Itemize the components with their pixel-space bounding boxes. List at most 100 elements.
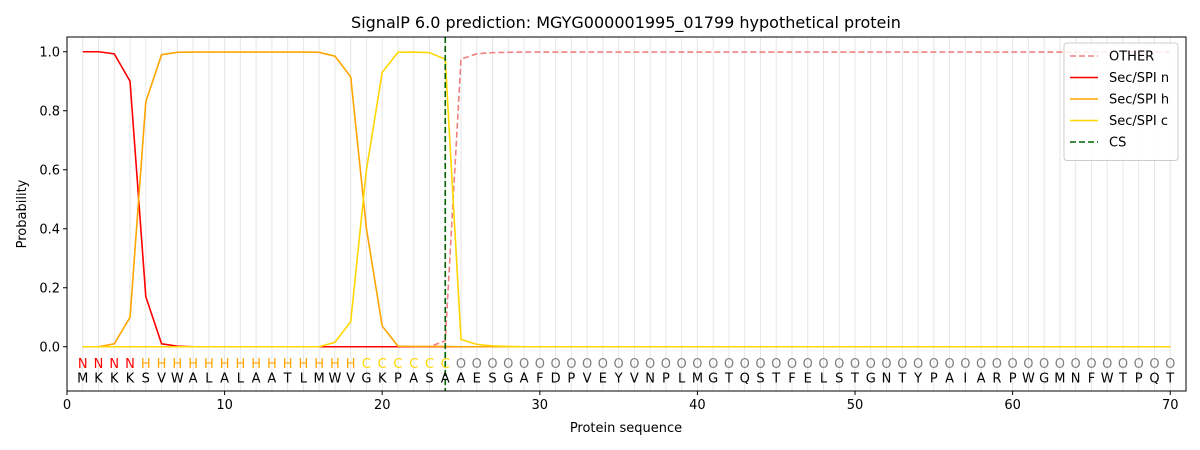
region-label: H	[330, 357, 340, 372]
amino-acid-label: F	[1088, 372, 1095, 387]
y-axis-ticks: 0.0 0.2 0.4 0.6 0.8 1.0	[39, 45, 67, 355]
region-label: O	[881, 357, 891, 372]
region-label: O	[755, 357, 765, 372]
x-tick-label: 10	[216, 398, 233, 413]
amino-acid-label: G	[503, 372, 513, 387]
region-label: O	[456, 357, 466, 372]
region-label: H	[299, 357, 309, 372]
region-label: N	[125, 357, 135, 372]
region-label: O	[1134, 357, 1144, 372]
plot-frame	[66, 36, 1187, 392]
region-label: H	[314, 357, 324, 372]
amino-acid-label: A	[409, 372, 418, 387]
region-label: O	[614, 357, 624, 372]
amino-acid-label: I	[963, 372, 967, 387]
region-label: O	[787, 357, 797, 372]
amino-acid-label: E	[473, 372, 481, 387]
amino-acid-label: M	[692, 372, 703, 387]
amino-acid-label: P	[394, 372, 402, 387]
amino-acid-label: N	[882, 372, 892, 387]
region-label: C	[378, 357, 387, 372]
amino-acid-label: T	[771, 372, 780, 387]
amino-acid-label: V	[346, 372, 355, 387]
x-axis-ticks: 0 10 20 30 40 50 60 70	[63, 391, 1179, 413]
legend-entry-label: Sec/SPI h	[1109, 93, 1169, 108]
amino-acid-label: T	[1118, 372, 1127, 387]
amino-acid-label: A	[441, 372, 450, 387]
region-label: O	[692, 357, 702, 372]
region-label: O	[740, 357, 750, 372]
region-label: O	[708, 357, 718, 372]
amino-acid-label: F	[788, 372, 795, 387]
amino-acid-label: N	[645, 372, 655, 387]
amino-acid-label: M	[314, 372, 325, 387]
region-label: O	[472, 357, 482, 372]
region-label: O	[550, 357, 560, 372]
amino-acid-label: L	[237, 372, 245, 387]
region-label: H	[172, 357, 182, 372]
amino-acid-label: A	[252, 372, 261, 387]
amino-acid-label: Y	[913, 372, 922, 387]
region-label: O	[818, 357, 828, 372]
x-axis-label: Protein sequence	[570, 421, 682, 436]
amino-acid-label: S	[142, 372, 150, 387]
amino-acid-label: A	[945, 372, 954, 387]
amino-acid-label: G	[708, 372, 718, 387]
amino-acid-label: M	[1054, 372, 1065, 387]
region-label: O	[834, 357, 844, 372]
chart-title: SignalP 6.0 prediction: MGYG000001995_01…	[351, 13, 901, 33]
amino-acid-label: P	[662, 372, 670, 387]
region-label: H	[346, 357, 356, 372]
amino-acid-label: K	[378, 372, 387, 387]
amino-acid-label: F	[536, 372, 543, 387]
region-label: O	[944, 357, 954, 372]
region-label: H	[188, 357, 198, 372]
region-label: H	[283, 357, 293, 372]
amino-acid-label: G	[361, 372, 371, 387]
amino-acid-label: T	[850, 372, 859, 387]
amino-acid-label: S	[425, 372, 433, 387]
amino-acid-label: K	[126, 372, 135, 387]
amino-acid-label: L	[678, 372, 686, 387]
region-label: O	[976, 357, 986, 372]
amino-acid-label: E	[599, 372, 607, 387]
region-label: O	[1039, 357, 1049, 372]
amino-acid-label: T	[1165, 372, 1174, 387]
amino-acid-label: K	[94, 372, 103, 387]
x-tick-label: 20	[374, 398, 391, 413]
amino-acid-label: S	[488, 372, 496, 387]
region-label: O	[582, 357, 592, 372]
y-tick-label: 0.2	[39, 281, 60, 296]
region-label: O	[629, 357, 639, 372]
legend-entry-label: Sec/SPI n	[1109, 71, 1169, 86]
region-label: O	[519, 357, 529, 372]
region-label: O	[960, 357, 970, 372]
amino-acid-label: S	[835, 372, 843, 387]
region-label: O	[566, 357, 576, 372]
region-label: O	[1118, 357, 1128, 372]
region-label: C	[362, 357, 371, 372]
amino-acid-label: A	[520, 372, 529, 387]
region-label: H	[251, 357, 261, 372]
region-label: C	[409, 357, 418, 372]
region-label: O	[661, 357, 671, 372]
amino-acid-label: Q	[740, 372, 750, 387]
region-label: H	[235, 357, 245, 372]
region-label: O	[1165, 357, 1175, 372]
amino-acid-label: L	[300, 372, 308, 387]
amino-acid-label: D	[551, 372, 561, 387]
amino-acid-label: A	[267, 372, 276, 387]
region-label: H	[267, 357, 277, 372]
region-label: O	[645, 357, 655, 372]
region-label: O	[535, 357, 545, 372]
series-lines	[82, 37, 1171, 391]
region-label: O	[724, 357, 734, 372]
region-label: O	[850, 357, 860, 372]
amino-acid-label: E	[804, 372, 812, 387]
region-label: N	[109, 357, 119, 372]
amino-acid-label: A	[220, 372, 229, 387]
legend-box	[1063, 42, 1179, 161]
amino-acid-label: N	[1071, 372, 1081, 387]
